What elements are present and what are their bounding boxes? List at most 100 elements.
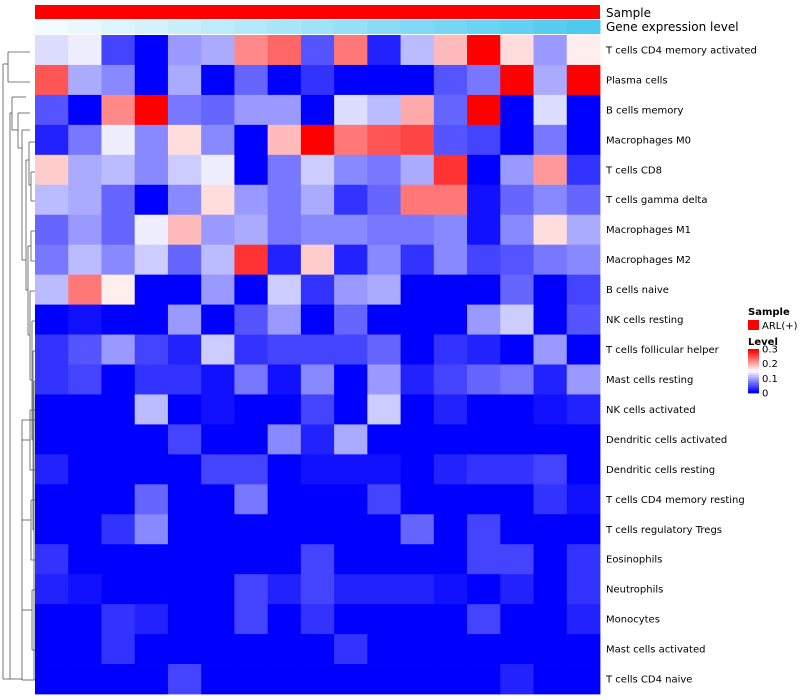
heatmap-cell <box>367 544 401 575</box>
heatmap-cell <box>533 604 568 635</box>
row-label: Monocytes <box>606 615 660 626</box>
heatmap-cell <box>467 424 501 455</box>
heatmap-cell <box>234 214 269 246</box>
legend-level-colorbar <box>748 349 759 394</box>
heatmap-cell <box>234 154 269 186</box>
heatmap-cell <box>433 334 468 365</box>
heatmap-cell <box>533 35 568 66</box>
heatmap-cell <box>367 94 401 126</box>
row-label: B cells memory <box>606 105 683 116</box>
row-label: Macrophages M0 <box>606 135 691 146</box>
heatmap-cell <box>167 664 202 695</box>
heatmap-cell <box>101 544 136 575</box>
heatmap-cell <box>35 64 69 96</box>
row-label: T cells follicular helper <box>605 345 720 356</box>
legend-colorbar-step <box>748 385 759 388</box>
heatmap-cell <box>467 124 501 156</box>
heatmap-cell <box>35 574 69 605</box>
heatmap-cell <box>35 664 69 695</box>
row-dendrogram <box>2 51 35 681</box>
legend-colorbar-step <box>748 363 759 366</box>
heatmap-cell <box>167 634 202 665</box>
heatmap-cell <box>167 304 202 335</box>
heatmap-cell <box>134 514 169 545</box>
heatmap-cell <box>334 454 368 485</box>
heatmap-cell <box>334 514 368 545</box>
heatmap-cell <box>433 154 468 186</box>
heatmap-cell <box>400 544 435 575</box>
heatmap-cell <box>566 634 601 665</box>
heatmap-cell <box>533 394 568 425</box>
heatmap-cell <box>68 214 102 246</box>
heatmap-cell <box>167 574 202 605</box>
heatmap-cell <box>467 334 501 365</box>
heatmap-cell <box>35 364 69 395</box>
heatmap-cell <box>267 124 302 156</box>
heatmap-cell <box>267 304 302 335</box>
heatmap-cell <box>433 634 468 665</box>
heatmap-cells <box>35 35 601 695</box>
heatmap-cell <box>566 544 601 575</box>
heatmap-cell <box>533 214 568 246</box>
legend-colorbar-step <box>748 377 759 380</box>
heatmap-cell <box>267 424 302 455</box>
heatmap-cell <box>300 214 335 246</box>
heatmap-cell <box>68 154 102 186</box>
legend-colorbar-step <box>748 383 759 386</box>
legend-level-tick: 0.3 <box>762 345 778 356</box>
heatmap-cell <box>267 184 302 216</box>
heatmap-cell <box>300 124 335 156</box>
heatmap-cell <box>68 634 102 665</box>
legend-colorbar-step <box>748 361 759 364</box>
heatmap-cell <box>533 574 568 605</box>
heatmap-cell <box>300 244 335 276</box>
heatmap-cell <box>400 154 435 186</box>
heatmap-cell <box>267 574 302 605</box>
heatmap-cell <box>367 35 401 66</box>
heatmap-cell <box>167 364 202 395</box>
heatmap-cell <box>167 244 202 276</box>
heatmap-cell <box>433 364 468 395</box>
row-label: Neutrophils <box>606 585 663 596</box>
heatmap-cell <box>101 154 136 186</box>
heatmap-cell <box>334 94 368 126</box>
legend: Sample ARL(+) Level 0.3 0.2 0.1 0 <box>748 307 798 400</box>
heatmap-cell <box>433 304 468 335</box>
heatmap-cell <box>467 154 501 186</box>
heatmap-cell <box>267 64 302 96</box>
legend-level-tick: 0.2 <box>762 359 778 370</box>
heatmap-cell <box>367 364 401 395</box>
heatmap-cell <box>234 634 269 665</box>
heatmap-cell <box>167 154 202 186</box>
legend-colorbar-step <box>748 387 759 390</box>
heatmap-cell <box>134 214 169 246</box>
heatmap-cell <box>35 214 69 246</box>
heatmap-cell <box>433 124 468 156</box>
heatmap-cell <box>35 604 69 635</box>
heatmap-cell <box>167 334 202 365</box>
heatmap-cell <box>267 604 302 635</box>
heatmap-cell <box>167 64 202 96</box>
heatmap-cell <box>533 304 568 335</box>
legend-colorbar-step <box>748 365 759 368</box>
heatmap-cell <box>134 124 169 156</box>
heatmap-cell <box>533 424 568 455</box>
heatmap-cell <box>334 244 368 276</box>
heatmap-cell <box>35 424 69 455</box>
heatmap-cell <box>35 154 69 186</box>
heatmap-cell <box>400 424 435 455</box>
track-expression-cell <box>234 20 269 34</box>
row-label: Mast cells activated <box>606 645 705 656</box>
row-label: Mast cells resting <box>606 375 693 386</box>
heatmap-cell <box>267 454 302 485</box>
heatmap-cell <box>68 64 102 96</box>
heatmap-cell <box>334 484 368 515</box>
heatmap-cell <box>68 35 102 66</box>
heatmap-cell <box>234 304 269 335</box>
heatmap-cell <box>300 574 335 605</box>
legend-colorbar-step <box>748 357 759 360</box>
heatmap-cell <box>500 544 534 575</box>
heatmap-cell <box>533 334 568 365</box>
heatmap-cell <box>400 94 435 126</box>
legend-colorbar-step <box>748 389 759 392</box>
